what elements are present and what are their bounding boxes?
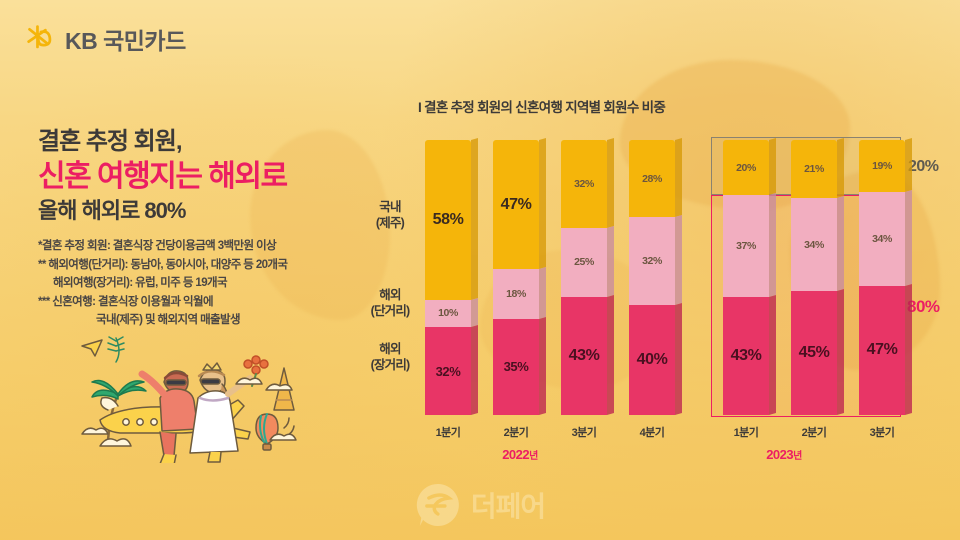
stacked-bar[interactable]: 28% 32% 40% bbox=[629, 137, 682, 415]
segment-overseas-short[interactable]: 10% bbox=[425, 299, 471, 327]
segment-overseas-long[interactable]: 47% bbox=[859, 285, 905, 415]
segment-overseas-short[interactable]: 37% bbox=[723, 195, 769, 297]
bar-group-2022-q4: 28% 32% 40% bbox=[629, 137, 682, 415]
segment-value: 32% bbox=[574, 178, 594, 190]
bar-group-2023-q1: 20% 37% 43% bbox=[723, 137, 776, 415]
segment-value: 19% bbox=[872, 160, 892, 173]
segment-overseas-long[interactable]: 40% bbox=[629, 305, 675, 415]
bar-group-2023-q2: 21% 34% 45% bbox=[791, 137, 844, 415]
bar-3d-face bbox=[905, 137, 912, 415]
segment-value: 34% bbox=[804, 238, 824, 251]
stacked-bar[interactable]: 58% 10% 32% bbox=[425, 137, 478, 415]
segment-overseas-long[interactable]: 45% bbox=[791, 291, 837, 415]
kb-logo: KB 국민카드 bbox=[26, 22, 186, 56]
axis-label-domestic: 국내 (제주) bbox=[375, 200, 405, 230]
segment-domestic[interactable]: 47% bbox=[493, 140, 539, 270]
bar-group-2023-q3: 19% 34% 47% bbox=[859, 137, 912, 415]
segment-value: 25% bbox=[574, 256, 594, 269]
segment-value: 47% bbox=[866, 341, 898, 359]
bar-3d-face bbox=[769, 137, 776, 415]
stacked-bar[interactable]: 32% 25% 43% bbox=[561, 137, 614, 415]
headline-block: 결혼 추정 회원, 신혼 여행지는 해외로 올해 해외로 80% *결혼 추정 … bbox=[38, 128, 388, 330]
headline-line-1: 결혼 추정 회원, bbox=[38, 128, 182, 155]
thefair-circle-icon bbox=[415, 482, 461, 528]
tick-2022-q2: 2분기 bbox=[503, 427, 529, 439]
kb-wordmark: KB 국민카드 bbox=[65, 28, 186, 54]
segment-domestic[interactable]: 21% bbox=[791, 140, 837, 198]
footnote-2: ** 해외여행(단거리): 동남아, 동아시아, 대양주 등 20개국 bbox=[38, 258, 288, 271]
segment-domestic[interactable]: 28% bbox=[629, 140, 675, 217]
segment-value: 58% bbox=[432, 210, 464, 228]
chart-title: I 결혼 추정 회원의 신혼여행 지역별 회원수 비중 bbox=[418, 100, 666, 115]
chart-plot-area: 20% 80% 58% 10% 32% bbox=[418, 137, 940, 462]
thefair-watermark: 더페어 bbox=[415, 482, 546, 528]
segment-overseas-long[interactable]: 43% bbox=[723, 296, 769, 415]
year-label-2022: 2022년 bbox=[502, 447, 538, 462]
segment-domestic[interactable]: 20% bbox=[723, 140, 769, 195]
segment-value: 43% bbox=[730, 346, 762, 364]
tick-2022-q4: 4분기 bbox=[639, 427, 665, 439]
year-label-2023: 2023년 bbox=[766, 447, 802, 462]
footnote-3: 해외여행(장거리): 유럽, 미주 등 19개국 bbox=[53, 277, 228, 290]
segment-domestic[interactable]: 19% bbox=[859, 140, 905, 193]
segment-value: 28% bbox=[642, 172, 662, 185]
footnote-1: *결혼 추정 회원: 결혼식장 건당이용금액 3백만원 이상 bbox=[38, 239, 277, 252]
footnote-5: 국내(제주) 및 해외지역 매출발생 bbox=[96, 314, 241, 327]
segment-value: 37% bbox=[736, 239, 756, 252]
segment-value: 34% bbox=[872, 233, 892, 245]
segment-value: 32% bbox=[435, 363, 461, 379]
segment-value: 43% bbox=[568, 346, 600, 364]
segment-value: 47% bbox=[500, 195, 532, 213]
segment-value: 21% bbox=[804, 162, 824, 175]
tick-2022-q1: 1분기 bbox=[435, 427, 461, 439]
bar-3d-face bbox=[837, 137, 844, 415]
segment-value: 32% bbox=[642, 255, 662, 267]
segment-value: 45% bbox=[798, 344, 830, 362]
stacked-bar-chart: I 결혼 추정 회원의 신혼여행 지역별 회원수 비중 국내 (제주) 해외 (… bbox=[360, 96, 950, 466]
annotation-value-20: 20% bbox=[908, 158, 939, 175]
bar-3d-face bbox=[539, 137, 546, 415]
stacked-bar[interactable]: 47% 18% 35% bbox=[493, 137, 546, 415]
annotation-value-80: 80% bbox=[907, 297, 940, 316]
segment-value: 18% bbox=[506, 288, 526, 300]
segment-overseas-short[interactable]: 34% bbox=[791, 197, 837, 292]
bar-3d-face bbox=[675, 137, 682, 415]
stacked-bar[interactable]: 19% 34% 47% bbox=[859, 137, 912, 415]
bar-group-2022-q1: 58% 10% 32% bbox=[425, 137, 478, 415]
bar-group-2022-q3: 32% 25% 43% bbox=[561, 137, 614, 415]
segment-domestic[interactable]: 32% bbox=[561, 140, 607, 228]
headline-line-3: 올해 해외로 80% bbox=[38, 197, 186, 223]
segment-value: 20% bbox=[736, 161, 756, 174]
segment-overseas-short[interactable]: 32% bbox=[629, 217, 675, 305]
segment-overseas-short[interactable]: 34% bbox=[859, 192, 905, 286]
bar-group-2022-q2: 47% 18% 35% bbox=[493, 137, 546, 415]
kb-star-icon bbox=[26, 24, 56, 54]
tick-2023-q2: 2분기 bbox=[801, 427, 827, 439]
tick-2022-q3: 3분기 bbox=[571, 427, 597, 439]
headline-line-2: 신혼 여행지는 해외로 bbox=[38, 159, 288, 193]
stacked-bar[interactable]: 20% 37% 43% bbox=[723, 137, 776, 415]
bar-3d-face bbox=[471, 137, 478, 415]
stacked-bar[interactable]: 21% 34% 45% bbox=[791, 137, 844, 415]
segment-overseas-long[interactable]: 43% bbox=[561, 296, 607, 415]
tick-2023-q1: 1분기 bbox=[733, 427, 759, 439]
wedding-couple-airplane-illustration bbox=[60, 328, 360, 463]
segment-value: 40% bbox=[636, 351, 668, 368]
footnote-4: *** 신혼여행: 결혼식장 이용월과 익월에 bbox=[38, 295, 214, 308]
footnotes: *결혼 추정 회원: 결혼식장 건당이용금액 3백만원 이상 ** 해외여행(단… bbox=[38, 237, 388, 330]
bar-3d-face bbox=[607, 137, 614, 415]
segment-overseas-short[interactable]: 25% bbox=[561, 228, 607, 297]
axis-label-overseas-long: 해외 (장거리) bbox=[370, 342, 411, 372]
segment-overseas-short[interactable]: 18% bbox=[493, 269, 539, 319]
segment-value: 10% bbox=[438, 307, 458, 320]
segment-value: 35% bbox=[503, 359, 529, 375]
segment-domestic[interactable]: 58% bbox=[425, 140, 471, 300]
thefair-wordmark: 더페어 bbox=[470, 491, 546, 522]
segment-overseas-long[interactable]: 35% bbox=[493, 318, 539, 415]
tick-2023-q3: 3분기 bbox=[869, 427, 895, 439]
segment-overseas-long[interactable]: 32% bbox=[425, 327, 471, 415]
axis-label-overseas-short: 해외 (단거리) bbox=[370, 288, 411, 318]
